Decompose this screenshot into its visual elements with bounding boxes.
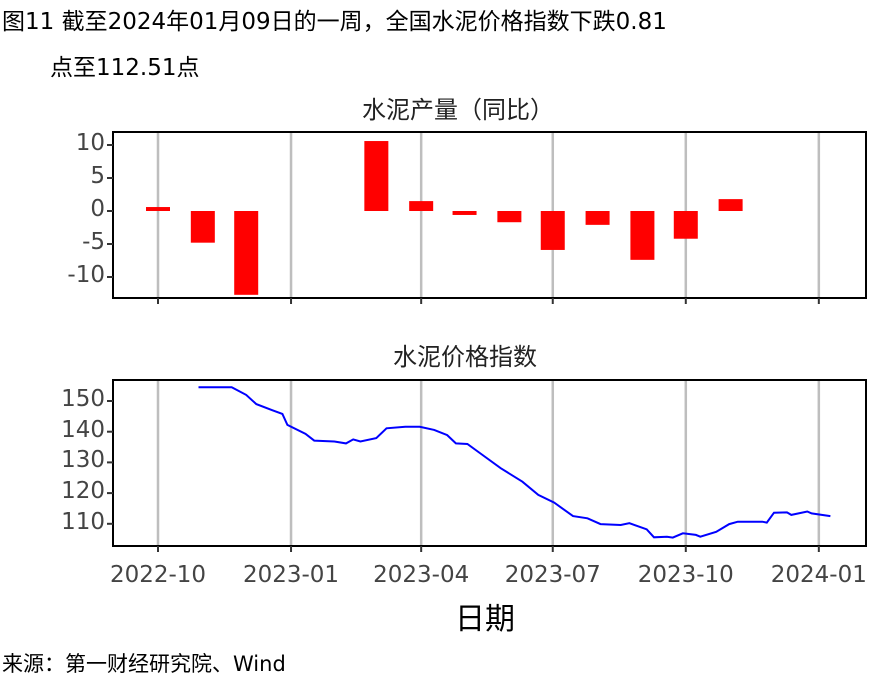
x-tick-label: 2022-10: [109, 562, 207, 588]
price-index-line: [198, 386, 831, 539]
figure-caption: 图11 截至2024年01月09日的一周，全国水泥价格指数下跌0.81: [2, 9, 667, 35]
x-axis-label: 日期: [455, 602, 515, 637]
x-tick-label: 2023-01: [242, 562, 340, 588]
y-tick-label: -5: [82, 229, 105, 255]
line-chart-title: 水泥价格指数: [393, 343, 537, 371]
bar-2023-08: [585, 211, 610, 225]
bar-2023-07: [540, 211, 565, 250]
bar-2023-09: [630, 211, 655, 260]
y-tick-label: -10: [67, 262, 105, 288]
y-tick-label: 140: [61, 416, 105, 443]
y-tick-label: 10: [75, 130, 105, 156]
y-tick-label: 150: [61, 386, 105, 412]
bar-chart-title: 水泥产量（同比）: [362, 96, 554, 124]
bar-2023-06: [497, 211, 522, 223]
y-tick-label: 110: [61, 508, 105, 535]
x-tick-label: 2024-01: [770, 562, 867, 588]
bar-2023-05: [452, 211, 477, 215]
bar-2023-10: [673, 211, 698, 239]
y-tick-label: 120: [61, 478, 105, 505]
bar-2022-11: [190, 211, 215, 243]
bar-2023-03: [364, 141, 389, 211]
y-tick-label: 5: [90, 163, 105, 189]
source-note: 来源：第一财经研究院、Wind: [2, 652, 286, 676]
bar-2023-04: [409, 201, 434, 211]
bar-2022-10: [146, 207, 170, 211]
y-tick-label: 0: [90, 196, 105, 222]
y-tick-label: 130: [61, 447, 105, 474]
figure-caption-cont: 点至112.51点: [50, 55, 200, 81]
x-tick-label: 2023-10: [637, 562, 734, 588]
panel-border: [112, 131, 867, 299]
x-tick-label: 2023-07: [504, 562, 601, 588]
bar-2023-11: [718, 199, 743, 211]
bar-2022-12: [234, 211, 259, 295]
x-tick-label: 2023-04: [373, 562, 470, 588]
